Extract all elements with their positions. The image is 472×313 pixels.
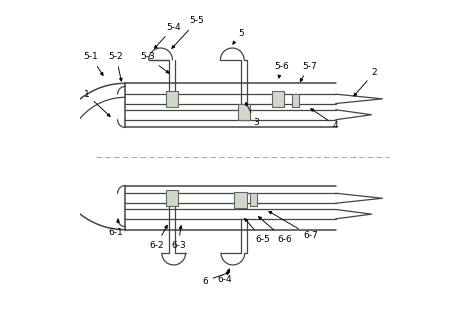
Text: 6: 6 <box>202 272 229 286</box>
Bar <box>166 91 178 107</box>
Bar <box>272 91 284 107</box>
Text: 5-1: 5-1 <box>84 52 103 75</box>
Bar <box>292 94 299 107</box>
Text: 3: 3 <box>245 102 259 127</box>
Text: 5-6: 5-6 <box>274 62 288 78</box>
Bar <box>235 192 247 208</box>
Text: 4: 4 <box>311 109 338 130</box>
Text: 6-4: 6-4 <box>218 269 232 284</box>
Text: 6-3: 6-3 <box>171 226 185 250</box>
Text: 6-2: 6-2 <box>149 225 167 250</box>
Bar <box>250 192 257 206</box>
Text: 5-4: 5-4 <box>154 23 181 49</box>
Text: 6-7: 6-7 <box>269 211 318 240</box>
Text: 5: 5 <box>233 29 244 44</box>
Bar <box>237 104 250 120</box>
Text: 2: 2 <box>354 68 378 96</box>
Text: 6-6: 6-6 <box>259 217 292 244</box>
Text: 5-7: 5-7 <box>300 62 317 82</box>
Bar <box>166 190 178 206</box>
Text: 5-3: 5-3 <box>140 52 169 73</box>
Text: 5-2: 5-2 <box>109 52 123 81</box>
Text: 6-1: 6-1 <box>109 219 123 237</box>
Text: 5-5: 5-5 <box>172 17 204 49</box>
Text: 1: 1 <box>84 90 110 116</box>
Text: 6-5: 6-5 <box>244 218 270 244</box>
